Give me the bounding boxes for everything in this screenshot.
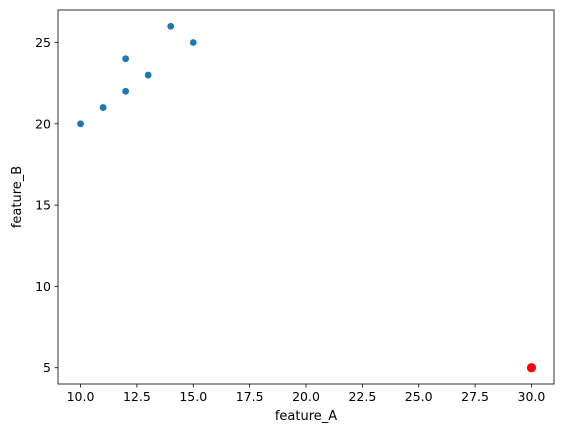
x-tick-label: 20.0 — [292, 389, 320, 404]
plot-frame — [57, 9, 555, 385]
x-tick-label: 17.5 — [236, 389, 264, 404]
x-tick-label: 30.0 — [518, 389, 546, 404]
x-tick-label: 15.0 — [179, 389, 207, 404]
y-tick-label: 15 — [35, 198, 51, 213]
x-tick-label: 10.0 — [67, 389, 95, 404]
y-tick-label: 5 — [43, 360, 51, 375]
x-tick-label: 22.5 — [348, 389, 376, 404]
data-point-s1-0 — [526, 363, 537, 373]
data-point-s0-5 — [167, 22, 175, 30]
x-axis-label: feature_A — [275, 409, 337, 424]
data-point-s0-4 — [144, 71, 152, 79]
data-points — [77, 22, 537, 373]
y-tick-label: 25 — [35, 35, 51, 50]
y-tick-label: 20 — [35, 116, 51, 131]
data-point-s0-3 — [122, 55, 130, 63]
x-axis-ticks: 10.0 12.5 15.0 17.5 20.0 22.5 25.0 27.5 30.0 — [67, 384, 546, 404]
data-point-s0-1 — [99, 104, 107, 111]
x-tick-label: 27.5 — [461, 389, 489, 404]
x-tick-label: 25.0 — [405, 389, 433, 404]
x-tick-label: 12.5 — [123, 389, 151, 404]
y-axis-label: feature_B — [10, 166, 25, 228]
data-point-s0-6 — [189, 39, 197, 46]
data-point-s0-0 — [77, 120, 84, 128]
data-point-s0-2 — [122, 87, 130, 95]
y-tick-label: 10 — [35, 279, 51, 294]
y-axis-ticks: 5 10 15 20 25 — [35, 35, 58, 375]
